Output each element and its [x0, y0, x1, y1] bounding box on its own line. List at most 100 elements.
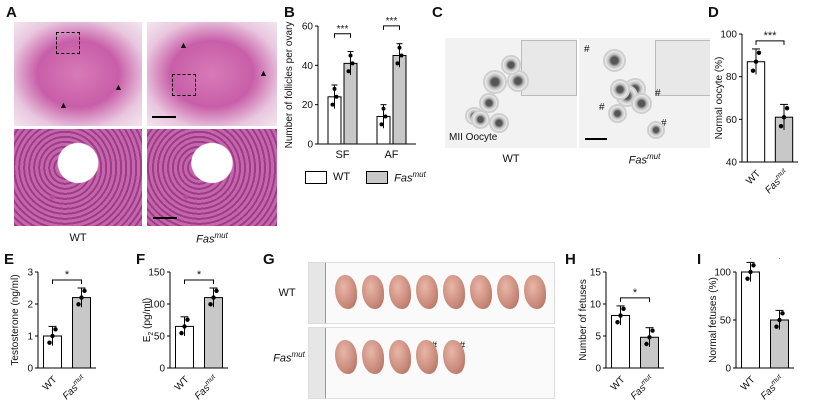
ruler	[309, 328, 326, 398]
chart-f: 0 50 100 150 E2 (pg/ml) WT Fasmut *	[142, 268, 228, 402]
panel-label-h: H	[565, 251, 576, 268]
caption-mut: Fasmut	[196, 231, 228, 246]
sig-bracket	[184, 279, 214, 284]
y-tick-label: 3	[27, 268, 33, 279]
data-point	[182, 324, 187, 329]
oocyte	[489, 113, 510, 134]
fetus	[416, 340, 438, 374]
tick-label: Fasmut	[628, 373, 657, 402]
sig-bracket	[620, 297, 650, 302]
data-point	[780, 311, 785, 316]
tick-label: WT	[744, 168, 763, 187]
fetus	[389, 340, 411, 374]
y-tick-label: 0	[725, 364, 731, 375]
data-point	[618, 313, 623, 318]
data-point	[383, 114, 388, 119]
scale-bar	[152, 116, 176, 118]
data-point	[745, 276, 750, 281]
y-tick-label: 0	[595, 364, 601, 375]
fetus	[470, 275, 492, 309]
oocyte	[630, 93, 652, 115]
fetus	[362, 275, 384, 309]
panel-label-f: F	[136, 251, 146, 268]
sig-label: *	[197, 269, 202, 281]
y-tick-label: 5	[595, 332, 601, 343]
fetus	[389, 275, 411, 309]
inset-zoom	[655, 40, 710, 96]
caption-wt: WT	[278, 287, 296, 299]
sig-bracket	[334, 33, 351, 38]
panel-label-c: C	[432, 4, 443, 21]
zoom-box-wt	[56, 32, 80, 54]
arrowhead-icon: ▲	[114, 82, 123, 92]
tick-label: Fasmut	[758, 373, 787, 402]
y-tick-label: 60	[726, 115, 738, 126]
data-point	[778, 123, 784, 129]
arrowhead-icon: ▲	[179, 40, 188, 50]
data-point	[50, 333, 55, 339]
caption-wt: WT	[69, 232, 87, 244]
data-point	[47, 340, 52, 345]
sig-label: *	[633, 287, 638, 299]
data-point	[379, 122, 384, 127]
fetus	[443, 340, 465, 374]
data-point	[211, 295, 216, 300]
legend-swatch-mut	[366, 170, 389, 184]
bar	[343, 62, 358, 145]
data-point	[79, 295, 84, 300]
data-point	[348, 53, 353, 58]
y-axis-label: Number of fetuses	[578, 279, 589, 361]
data-point	[214, 288, 219, 294]
tick-label: WT	[739, 374, 758, 393]
data-point	[346, 69, 351, 74]
data-point	[53, 327, 58, 332]
legend-label-wt: WT	[333, 171, 351, 184]
zoom-box-mut	[172, 74, 196, 96]
sig-label: ***	[386, 16, 398, 27]
abnormal-mark: #	[655, 88, 661, 99]
bar	[204, 297, 223, 369]
sig-bracket	[52, 279, 82, 284]
y-axis-label: Normal oocyte (%)	[714, 57, 725, 140]
inset-zoom	[521, 40, 577, 96]
data-point	[82, 288, 87, 294]
data-point	[76, 302, 81, 307]
fetus	[443, 275, 465, 309]
tick-label: WT	[609, 374, 628, 393]
data-point	[330, 102, 335, 107]
fetus	[335, 340, 357, 374]
y-tick-label: 50	[720, 316, 732, 327]
chart-e: 0 1 2 3 Testosterone (ng/ml) WT Fasmut *	[10, 268, 96, 402]
y-tick-label: 100	[148, 300, 165, 311]
sig-bracket	[383, 25, 400, 30]
y-tick-label: 80	[726, 72, 738, 83]
panel-label-b: B	[284, 4, 295, 21]
y-tick-label: 60	[302, 22, 314, 33]
tick-label: Fasmut	[60, 373, 89, 402]
chart-b: 0 20 40 60 Number of follicles per ovary *** S…	[284, 16, 416, 161]
tick-label: Fasmut	[192, 373, 221, 402]
y-tick-label: 20	[302, 100, 314, 111]
panel-label-g: G	[263, 251, 275, 268]
oocyte-image-wt: MII Oocyte	[445, 38, 577, 148]
bar	[746, 61, 766, 163]
y-tick-label: 15	[590, 268, 602, 279]
y-tick-label: 150	[148, 268, 165, 279]
sig-label: *	[65, 269, 70, 281]
data-point	[397, 45, 402, 50]
data-point	[650, 328, 655, 333]
chart-d: 40 60 80 100 Normal oocyte (%) WT Fasmut ***	[714, 30, 798, 194]
fetus	[362, 340, 384, 374]
scale-bar	[153, 217, 177, 219]
y-tick-label: 0	[307, 140, 313, 151]
oocyte	[483, 69, 507, 94]
data-point	[179, 330, 184, 336]
data-point	[644, 341, 649, 347]
y-tick-label: 50	[154, 332, 166, 343]
legend-b: WT Fasmut	[305, 170, 426, 185]
data-point	[748, 269, 753, 275]
oocyte	[646, 120, 666, 140]
y-tick-label: 40	[726, 158, 738, 169]
data-point	[399, 53, 404, 58]
data-point	[774, 324, 779, 329]
